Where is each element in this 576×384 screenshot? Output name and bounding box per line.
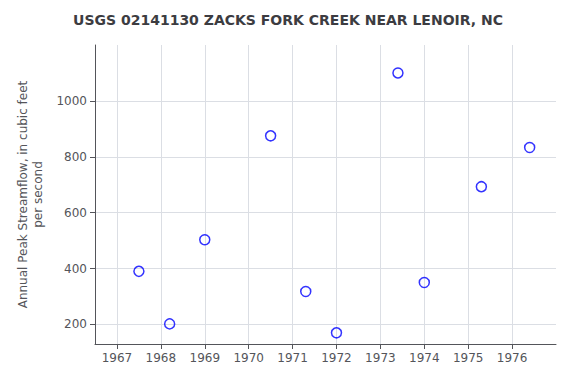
svg-text:USGS 02141130 ZACKS FORK CREEK: USGS 02141130 ZACKS FORK CREEK NEAR LENO…: [73, 12, 503, 28]
svg-text:1969: 1969: [189, 351, 220, 365]
svg-text:Annual Peak Streamflow, in cub: Annual Peak Streamflow, in cubic feet: [16, 80, 30, 308]
svg-text:1970: 1970: [233, 351, 264, 365]
svg-text:1976: 1976: [497, 351, 528, 365]
svg-text:1968: 1968: [146, 351, 177, 365]
svg-text:1971: 1971: [277, 351, 308, 365]
svg-text:200: 200: [64, 317, 87, 331]
svg-text:1967: 1967: [102, 351, 133, 365]
svg-text:per second: per second: [31, 161, 45, 228]
svg-text:1000: 1000: [56, 94, 87, 108]
svg-text:600: 600: [64, 206, 87, 220]
svg-text:1973: 1973: [365, 351, 396, 365]
svg-text:1974: 1974: [409, 351, 440, 365]
svg-text:1975: 1975: [453, 351, 484, 365]
svg-text:800: 800: [64, 150, 87, 164]
svg-text:400: 400: [64, 262, 87, 276]
svg-text:1972: 1972: [321, 351, 352, 365]
